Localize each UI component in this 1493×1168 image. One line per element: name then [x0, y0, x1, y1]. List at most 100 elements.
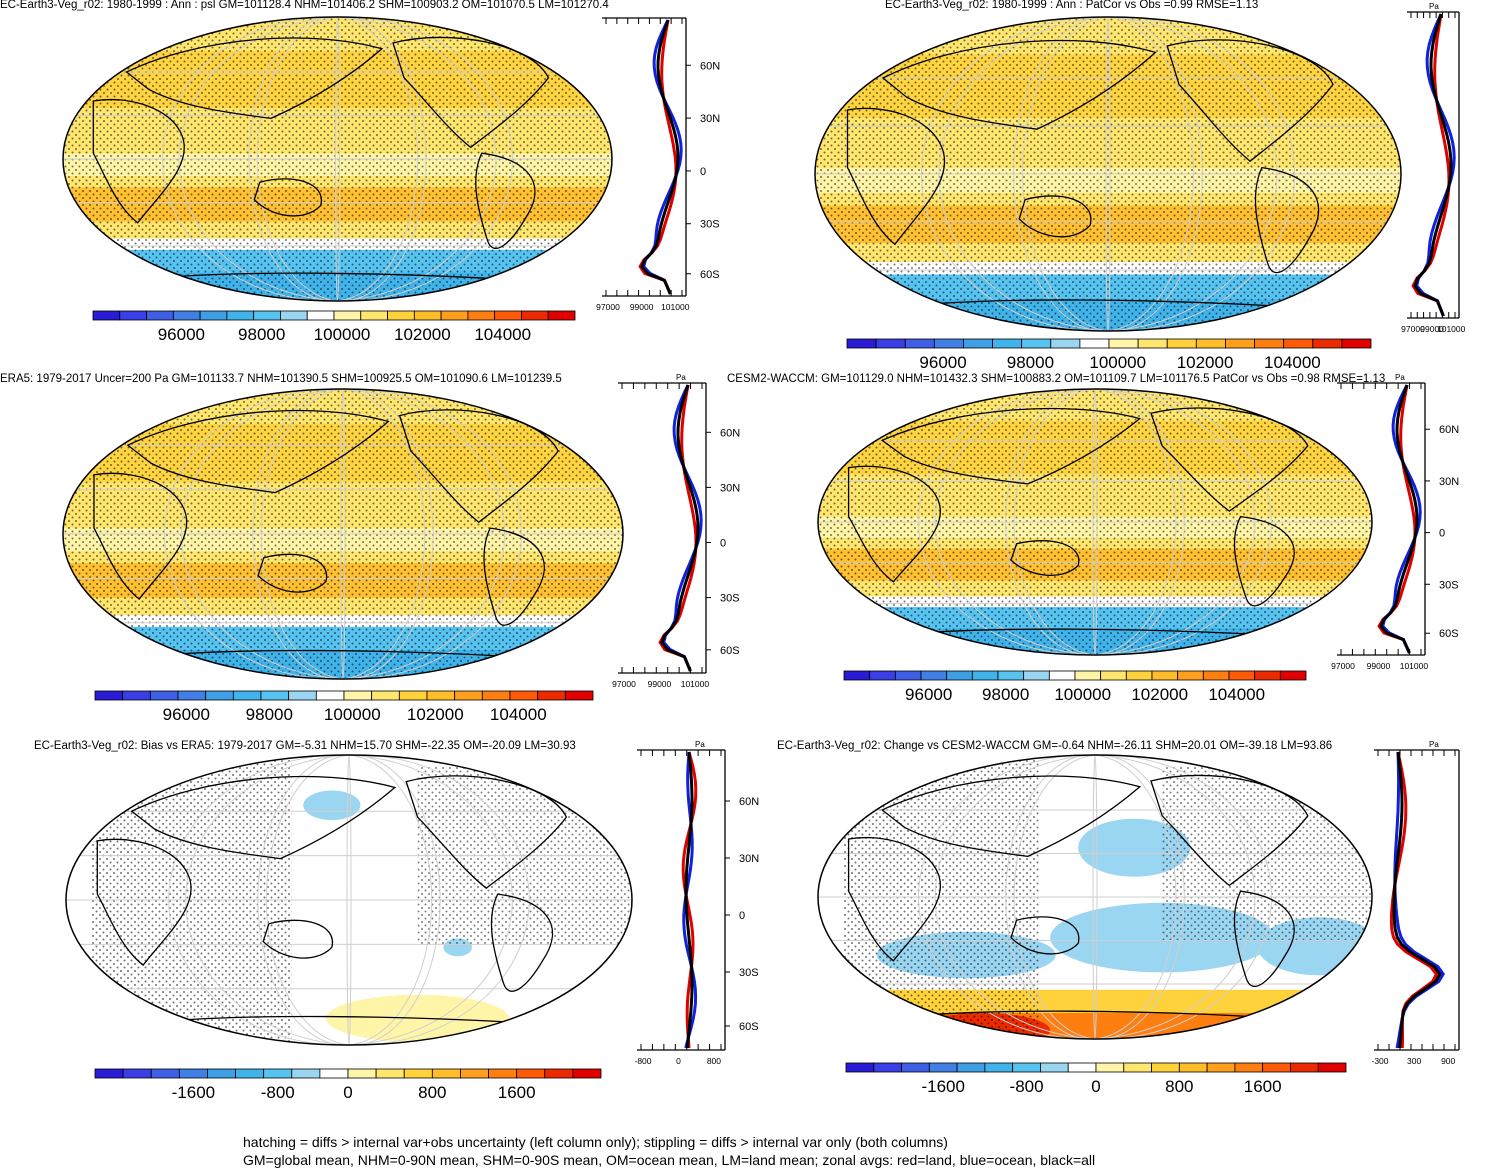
meridian-line	[1013, 17, 1195, 331]
meridian-line	[257, 755, 433, 1045]
world-map	[817, 388, 1373, 656]
colorbar-swatch	[963, 338, 993, 349]
zonal-unit-label: Pa	[676, 373, 686, 382]
continent-outline	[1233, 890, 1295, 988]
colorbar-swatch	[347, 1068, 377, 1079]
zonal-average-plot: 97000 99000 101000 Pa 60N 30N 0 30S 60S	[612, 373, 740, 689]
map-border	[817, 388, 1373, 656]
colorbar-swatch	[263, 1068, 293, 1079]
colorbar-swatch	[1283, 338, 1314, 349]
continent-outline	[257, 553, 328, 593]
colorbar-swatch	[150, 1068, 180, 1079]
zonal-tick-label: 101000	[661, 302, 690, 312]
graticule	[63, 17, 612, 301]
zonal-frame	[618, 382, 707, 674]
latitude-label: 30S	[700, 219, 720, 231]
colorbar-swatch	[398, 690, 428, 701]
world-map	[817, 754, 1373, 1040]
colorbar-swatch	[1108, 338, 1139, 349]
colorbar-swatch	[547, 310, 576, 321]
colorbar-swatch	[1050, 338, 1081, 349]
colorbar-swatch	[1074, 670, 1102, 681]
continent-outline	[125, 37, 384, 120]
zonal-frame	[1374, 749, 1460, 1051]
colorbar-label: -1600	[921, 1077, 964, 1096]
latitude-label: 60N	[700, 60, 720, 72]
colorbar-swatch	[306, 310, 335, 321]
meridian-line	[185, 755, 530, 1045]
colorbar-swatch	[315, 690, 345, 701]
colorbar-swatch	[413, 310, 442, 321]
continent-outline	[880, 775, 1142, 858]
map-border	[814, 16, 1402, 332]
colorbar-swatch	[1100, 670, 1127, 681]
continent-outline	[92, 98, 185, 224]
world-map	[814, 16, 1402, 332]
colorbar-swatch	[1040, 1062, 1069, 1073]
colorbar-swatch	[1254, 338, 1285, 349]
latitude-label: 60N	[739, 796, 759, 808]
colorbar-swatch	[971, 670, 999, 681]
continent-outline	[1150, 774, 1309, 887]
colorbar-swatch	[992, 338, 1023, 349]
latitude-label: 60S	[739, 1021, 759, 1033]
colorbar-label: 96000	[158, 325, 205, 344]
colorbar-swatch	[426, 690, 456, 701]
zonal-tick-label: 97000	[596, 302, 620, 312]
continent-outline	[490, 893, 554, 992]
colorbar-swatch	[1228, 670, 1256, 681]
meridian-line	[1013, 389, 1185, 655]
meridian-line	[180, 389, 522, 679]
negative-anomaly	[1078, 818, 1191, 877]
meridian-line	[1005, 389, 1177, 655]
coastlines	[92, 36, 550, 282]
colorbar-label: 100000	[314, 325, 371, 344]
colorbar-label: 98000	[246, 705, 293, 724]
zonal-tick-label: 99000	[1367, 661, 1391, 671]
colorbar-label: 0	[343, 1083, 352, 1102]
continent-outline	[846, 107, 946, 246]
colorbar-swatch	[343, 690, 373, 701]
colorbar-swatch	[454, 690, 483, 701]
colorbar-label: 98000	[982, 685, 1029, 704]
colorbar-swatch	[956, 1062, 986, 1073]
colorbar-swatch	[1178, 1062, 1208, 1073]
colorbar-swatch	[869, 670, 896, 681]
colorbar-label: 96000	[919, 353, 966, 372]
graticule	[818, 389, 1372, 655]
colorbar: 96000 98000 100000 102000 104000	[846, 338, 1372, 372]
all-zonal-curve	[684, 751, 694, 1049]
colorbar-label: -800	[1010, 1077, 1044, 1096]
colorbar-swatch	[1341, 338, 1372, 349]
colorbar-swatch	[516, 1068, 546, 1079]
colorbar-swatch	[901, 1062, 930, 1073]
positive-anomaly	[818, 1013, 1372, 1039]
meridian-line	[1092, 755, 1098, 1039]
continent-outline	[126, 409, 390, 494]
colorbar-label: 96000	[905, 685, 952, 704]
colorbar-label: 96000	[163, 705, 210, 724]
colorbar-swatch	[1202, 670, 1230, 681]
panel-title: EC-Earth3-Veg_r02: Change vs CESM2-WACCM…	[777, 740, 1333, 752]
zonal-unit-label: Pa	[1429, 740, 1439, 749]
colorbar: 96000 98000 100000 102000 104000	[843, 670, 1307, 704]
negative-anomaly	[303, 790, 361, 821]
colorbar-label: 104000	[490, 705, 547, 724]
zonal-tick-label: 300	[1407, 1056, 1421, 1066]
colorbar-swatch	[564, 690, 594, 701]
world-map	[62, 388, 624, 680]
meridian-line	[1092, 389, 1098, 655]
meridian-line	[346, 755, 352, 1045]
colorbar-swatch	[1234, 1062, 1264, 1073]
graticule	[63, 389, 623, 679]
graticule	[66, 755, 632, 1045]
zonal-unit-label: Pa	[1429, 2, 1439, 11]
continent-outline	[253, 178, 322, 217]
meridian-line	[162, 17, 497, 301]
continent-outline	[475, 152, 536, 250]
colorbar-label: 102000	[407, 705, 464, 724]
meridian-line	[252, 389, 426, 679]
colorbar-swatch	[232, 690, 262, 701]
graticule	[818, 755, 1372, 1039]
